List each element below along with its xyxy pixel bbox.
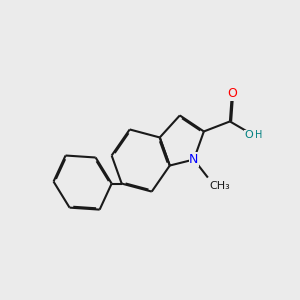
Text: O: O xyxy=(227,87,237,100)
Text: H: H xyxy=(255,130,262,140)
Text: N: N xyxy=(189,153,199,166)
Text: CH₃: CH₃ xyxy=(210,181,231,190)
Text: O: O xyxy=(244,130,253,140)
